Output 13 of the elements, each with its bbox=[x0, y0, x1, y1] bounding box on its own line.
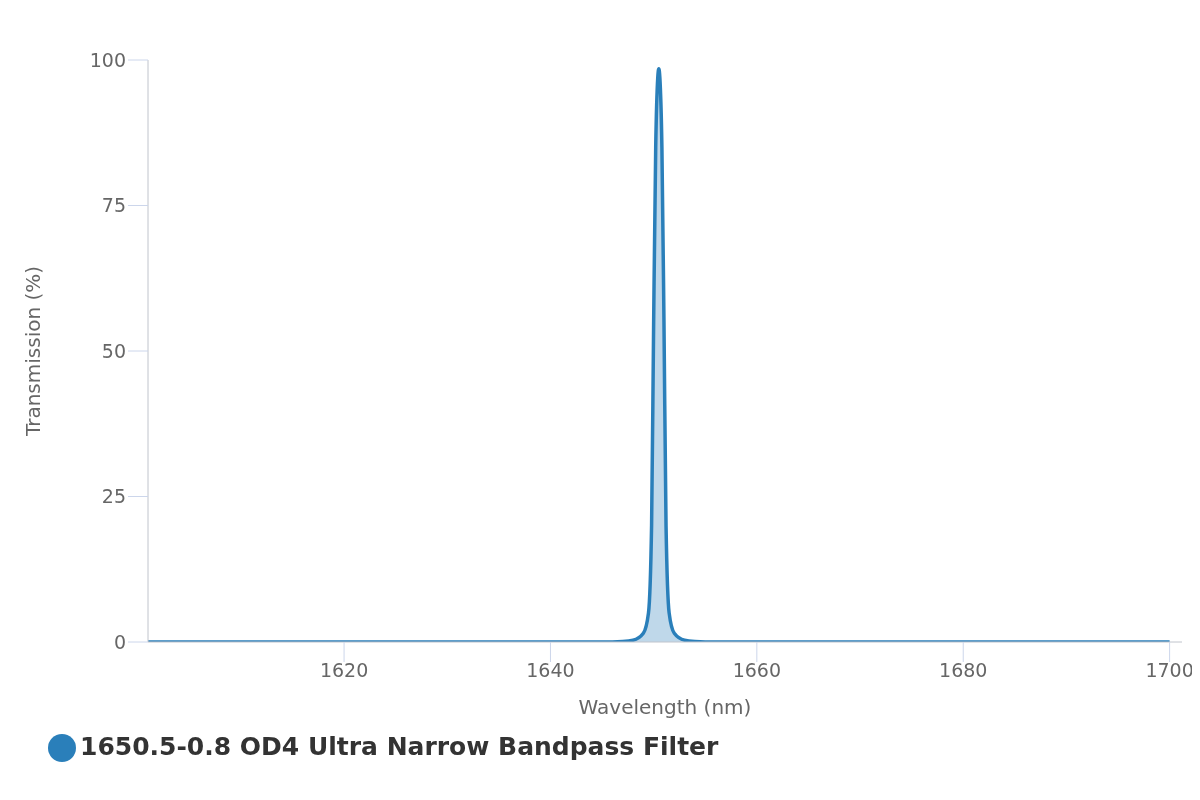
x-tick-label: 1640 bbox=[526, 659, 575, 682]
y-tick-label: 50 bbox=[101, 339, 126, 362]
y-tick-label: 100 bbox=[89, 48, 126, 71]
x-tick-label: 1680 bbox=[939, 659, 988, 682]
y-tick-label: 0 bbox=[113, 630, 126, 653]
x-tick-label: 1620 bbox=[319, 659, 369, 682]
x-tick-label: 1700 bbox=[1145, 659, 1194, 682]
y-axis-title: Transmission (%) bbox=[21, 265, 46, 438]
x-axis-title: Wavelength (nm) bbox=[578, 695, 752, 720]
y-tick-label: 25 bbox=[101, 485, 126, 508]
x-tick-label: 1660 bbox=[732, 659, 782, 682]
y-tick-label: 75 bbox=[101, 194, 126, 217]
legend-label: 1650.5-0.8 OD4 Ultra Narrow Bandpass Filter bbox=[80, 732, 719, 761]
